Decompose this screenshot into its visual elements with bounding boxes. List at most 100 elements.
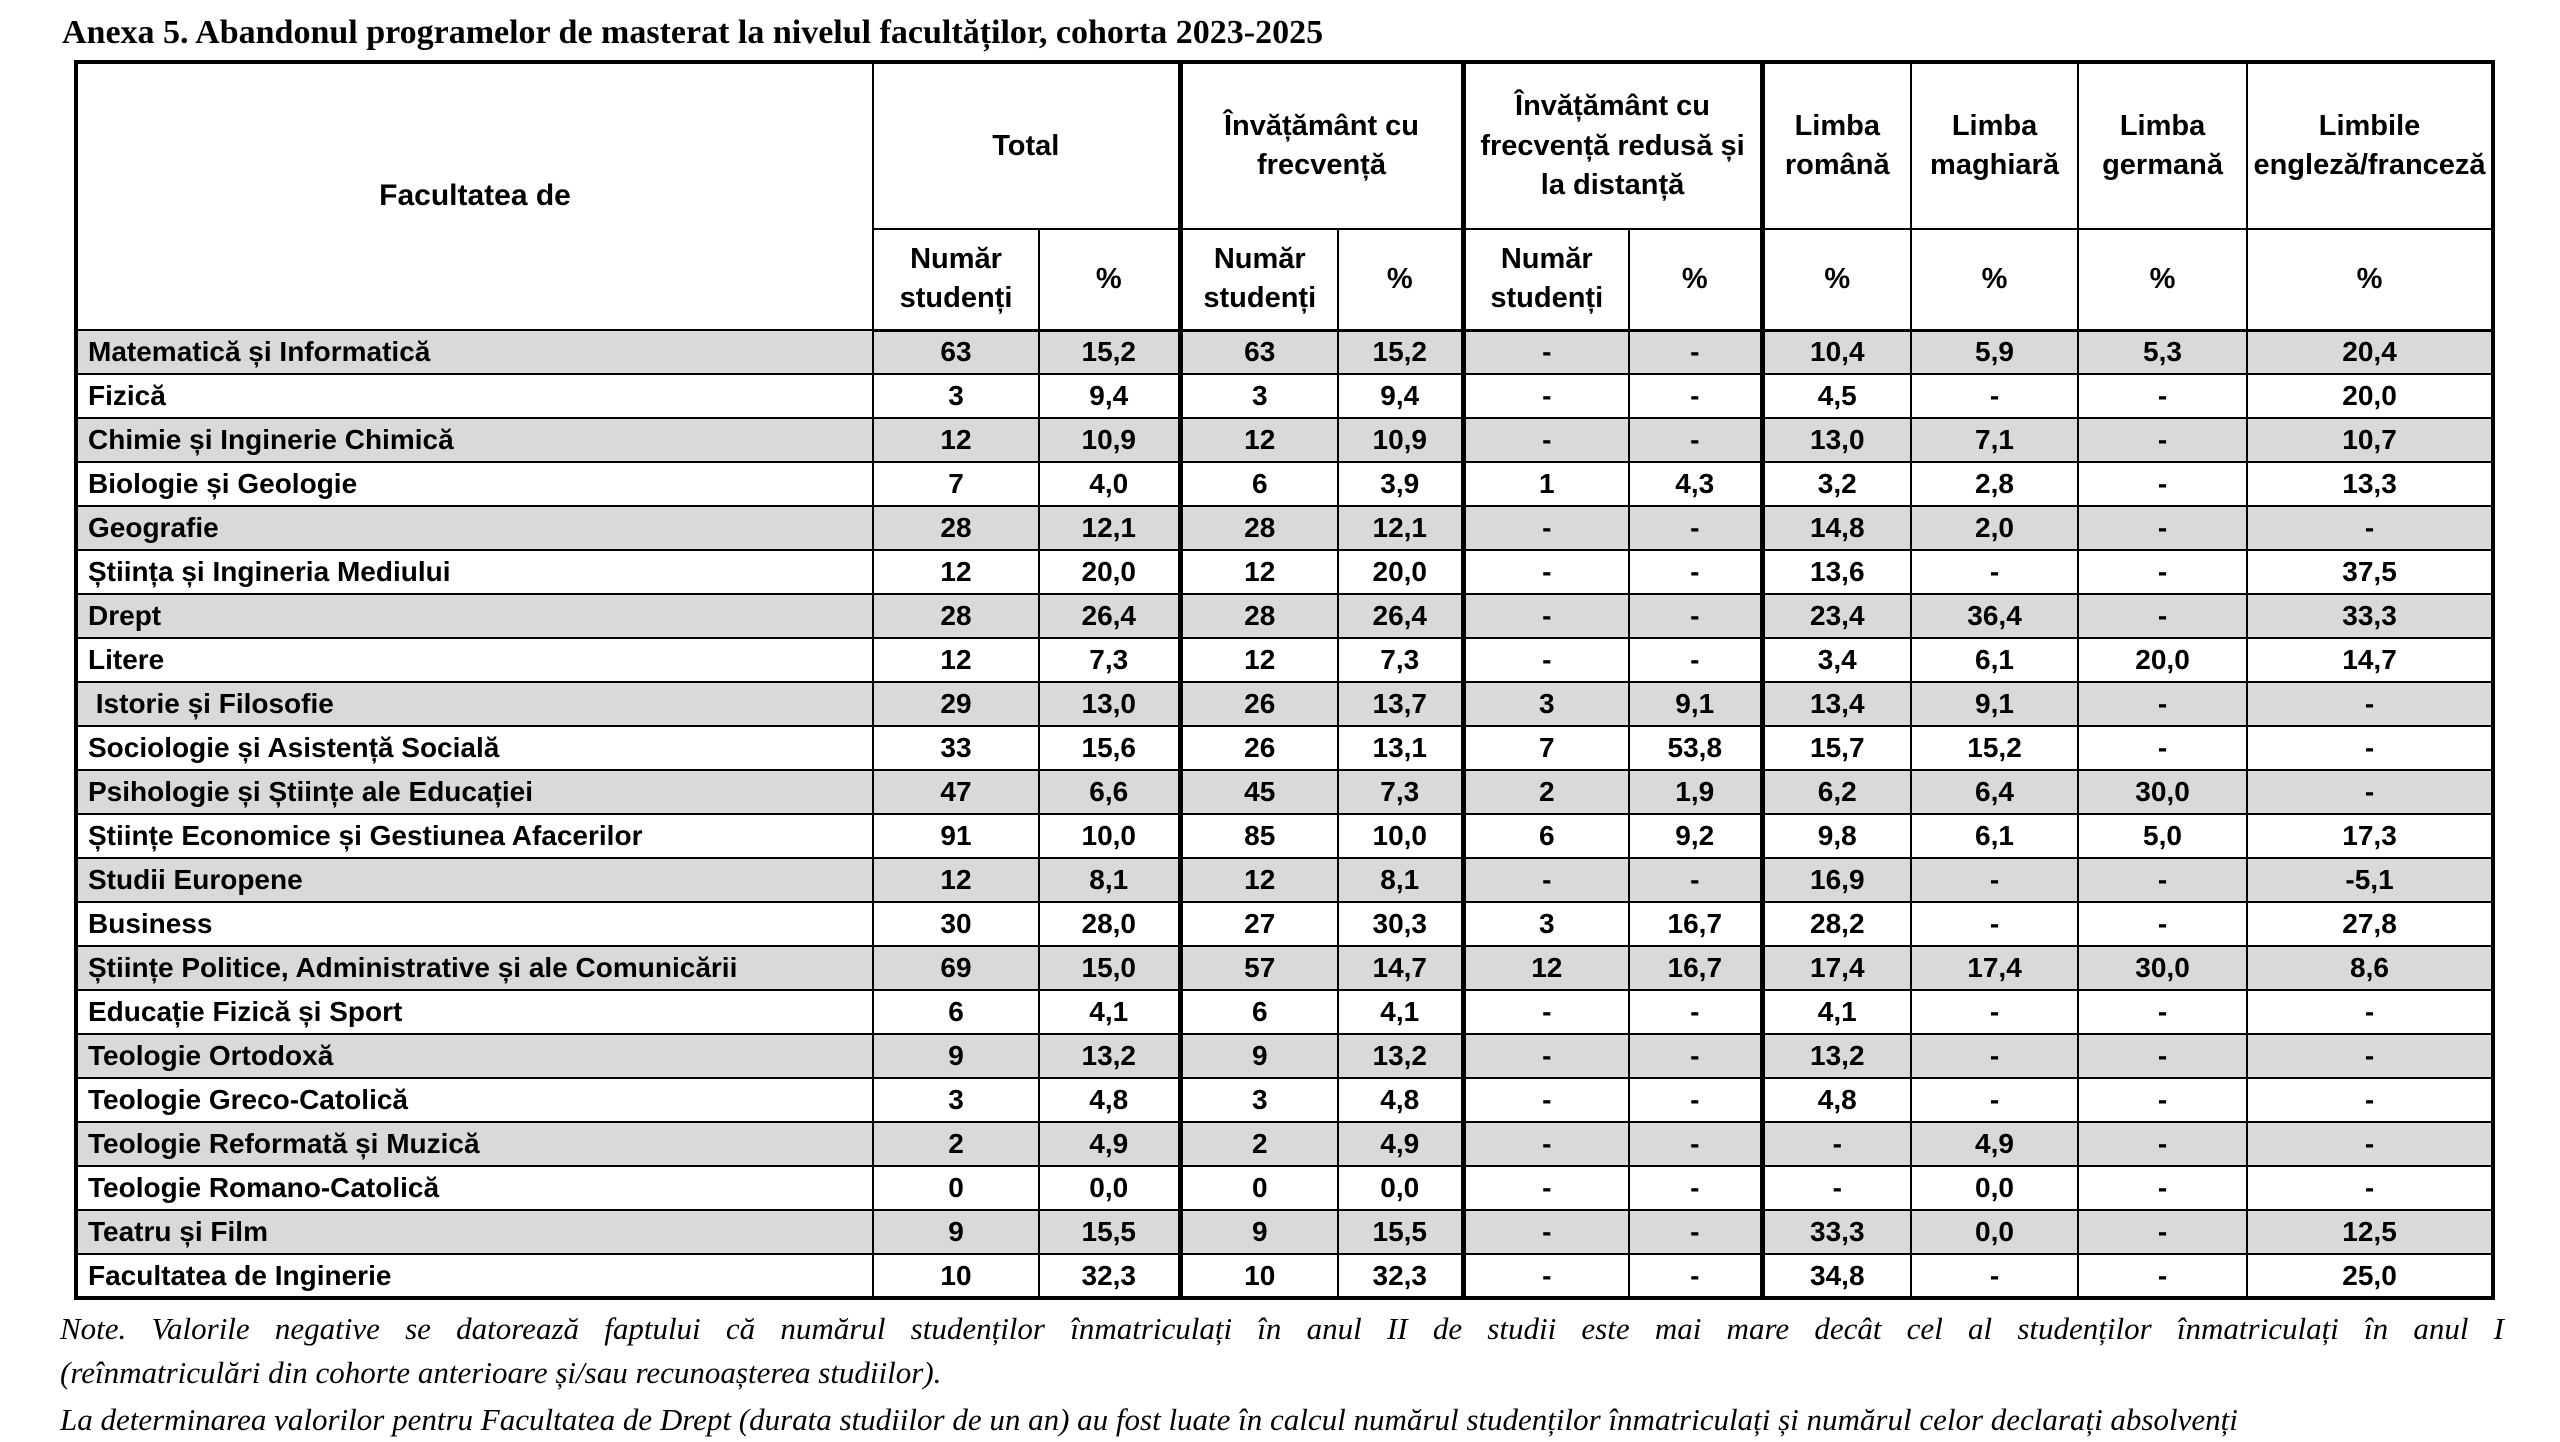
- cell-value: -: [1628, 329, 1764, 376]
- cell-value: 91: [872, 813, 1040, 860]
- cell-value: 30,0: [2077, 945, 2249, 992]
- cell-value: 9,8: [1759, 813, 1913, 860]
- cell-value: -: [1460, 329, 1631, 376]
- cell-value: -: [2077, 373, 2249, 420]
- cell-value: 34,8: [1759, 1253, 1913, 1300]
- cell-value: 17,4: [1910, 945, 2080, 992]
- sub-header-romana-pct: %: [1759, 228, 1913, 332]
- cell-value: 12: [1177, 417, 1339, 464]
- sub-header-redusa-pct: %: [1628, 228, 1764, 332]
- group-header-total: Total: [872, 61, 1181, 231]
- cell-value: 12: [1460, 945, 1631, 992]
- cell-value: 10,9: [1336, 417, 1465, 464]
- cell-value: 7,3: [1336, 637, 1465, 684]
- cell-value: 15,2: [1910, 725, 2080, 772]
- cell-value: -: [1460, 1077, 1631, 1124]
- table-row: Geografie 28 12,1 28 12,1- -14,8 2,0- -: [75, 505, 2495, 552]
- cell-value: 7,3: [1038, 637, 1181, 684]
- cell-value: 0,0: [1910, 1165, 2080, 1212]
- cell-value: 4,9: [1038, 1121, 1181, 1168]
- page-title: Anexa 5. Abandonul programelor de master…: [62, 14, 1324, 51]
- group-header-frecventa: Învățământ cu frecvență: [1177, 61, 1465, 231]
- cell-value: -: [2246, 1121, 2495, 1168]
- cell-value: 20,0: [1038, 549, 1181, 596]
- cell-value: 10: [872, 1253, 1040, 1300]
- cell-value: 37,5: [2246, 549, 2495, 596]
- cell-value: 4,5: [1759, 373, 1913, 420]
- cell-value: -: [1910, 901, 2080, 948]
- cell-value: 3: [872, 373, 1040, 420]
- cell-value: 28: [872, 593, 1040, 640]
- cell-value: -: [1460, 857, 1631, 904]
- cell-value: 23,4: [1759, 593, 1913, 640]
- cell-value: 10,0: [1336, 813, 1465, 860]
- cell-value: 10,4: [1759, 329, 1913, 376]
- cell-value: 7,3: [1336, 769, 1465, 816]
- cell-value: 16,7: [1628, 945, 1764, 992]
- table-row: Teologie Romano-Catolică 0 0,0 0 0,0- - -0,0- -: [75, 1165, 2495, 1212]
- cell-value: 6,2: [1759, 769, 1913, 816]
- cell-value: 12,1: [1038, 505, 1181, 552]
- cell-value: 3: [1460, 901, 1631, 948]
- cell-facultatea: Teologie Romano-Catolică: [75, 1165, 874, 1212]
- cell-value: 9,4: [1038, 373, 1181, 420]
- table-row: Litere 12 7,3 12 7,3- -3,4 6,1 20,0 14,7: [75, 637, 2495, 684]
- cell-value: 30,3: [1336, 901, 1465, 948]
- cell-value: -: [1460, 417, 1631, 464]
- cell-value: 4,9: [1336, 1121, 1465, 1168]
- cell-value: -: [1910, 1033, 2080, 1080]
- cell-facultatea: Facultatea de Inginerie: [75, 1253, 874, 1300]
- col-header-facultatea: Facultatea de: [75, 61, 874, 332]
- cell-value: 32,3: [1336, 1253, 1465, 1300]
- cell-value: 6,4: [1910, 769, 2080, 816]
- table-row: Știința și Ingineria Mediului 12 20,0 12 20,…: [75, 549, 2495, 596]
- cell-value: -: [2077, 505, 2249, 552]
- cell-value: 9,4: [1336, 373, 1465, 420]
- cell-value: -: [2077, 681, 2249, 728]
- cell-value: 7: [872, 461, 1040, 508]
- table-row: Facultatea de Inginerie 10 32,3 10 32,3- -34,…: [75, 1253, 2495, 1300]
- table-row: Drept 28 26,4 28 26,4- -23,4 36,4-33,3: [75, 593, 2495, 640]
- cell-facultatea: Teologie Greco-Catolică: [75, 1077, 874, 1124]
- cell-value: 15,5: [1038, 1209, 1181, 1256]
- cell-facultatea: Litere: [75, 637, 874, 684]
- cell-value: -: [2077, 725, 2249, 772]
- cell-value: -: [1460, 1253, 1631, 1300]
- cell-value: -: [1910, 857, 2080, 904]
- cell-value: 12,1: [1336, 505, 1465, 552]
- cell-value: -: [1460, 593, 1631, 640]
- cell-value: 9: [872, 1209, 1040, 1256]
- cell-value: 2: [872, 1121, 1040, 1168]
- cell-value: 14,7: [1336, 945, 1465, 992]
- cell-value: 63: [872, 329, 1040, 376]
- cell-value: -: [2246, 1165, 2495, 1212]
- cell-facultatea: Business: [75, 901, 874, 948]
- group-header-limbile-engleza-franceza: Limbile engleză/franceză: [2246, 61, 2495, 231]
- cell-value: -: [2246, 1077, 2495, 1124]
- cell-facultatea: Educație Fizică și Sport: [75, 989, 874, 1036]
- cell-value: 15,2: [1336, 329, 1465, 376]
- cell-value: 30: [872, 901, 1040, 948]
- table-row: Educație Fizică și Sport 6 4,1 6 4,1- -4,1- - -: [75, 989, 2495, 1036]
- cell-value: 12: [1177, 637, 1339, 684]
- cell-value: 0: [1177, 1165, 1339, 1212]
- cell-value: 13,2: [1038, 1033, 1181, 1080]
- cell-value: 69: [872, 945, 1040, 992]
- cell-value: -: [2077, 1077, 2249, 1124]
- cell-value: 2: [1177, 1121, 1339, 1168]
- cell-value: 4,0: [1038, 461, 1181, 508]
- table-row: Teologie Ortodoxă 9 13,2 9 13,2- -13,2- - -: [75, 1033, 2495, 1080]
- cell-value: 12,5: [2246, 1209, 2495, 1256]
- table-row: Teatru și Film 9 15,5 9 15,5- -33,3 0,0-12,5: [75, 1209, 2495, 1256]
- cell-value: -: [1460, 989, 1631, 1036]
- cell-value: -: [1910, 373, 2080, 420]
- cell-value: 6: [872, 989, 1040, 1036]
- cell-value: 28,0: [1038, 901, 1181, 948]
- cell-value: 17,4: [1759, 945, 1913, 992]
- cell-value: 20,0: [2077, 637, 2249, 684]
- table-row: Biologie și Geologie 7 4,0 6 3,9 1 4,3 3,2 2,8-1…: [75, 461, 2495, 508]
- cell-value: -: [2077, 1033, 2249, 1080]
- cell-value: 3: [1177, 373, 1339, 420]
- cell-value: 28: [1177, 593, 1339, 640]
- cell-facultatea: Teologie Ortodoxă: [75, 1033, 874, 1080]
